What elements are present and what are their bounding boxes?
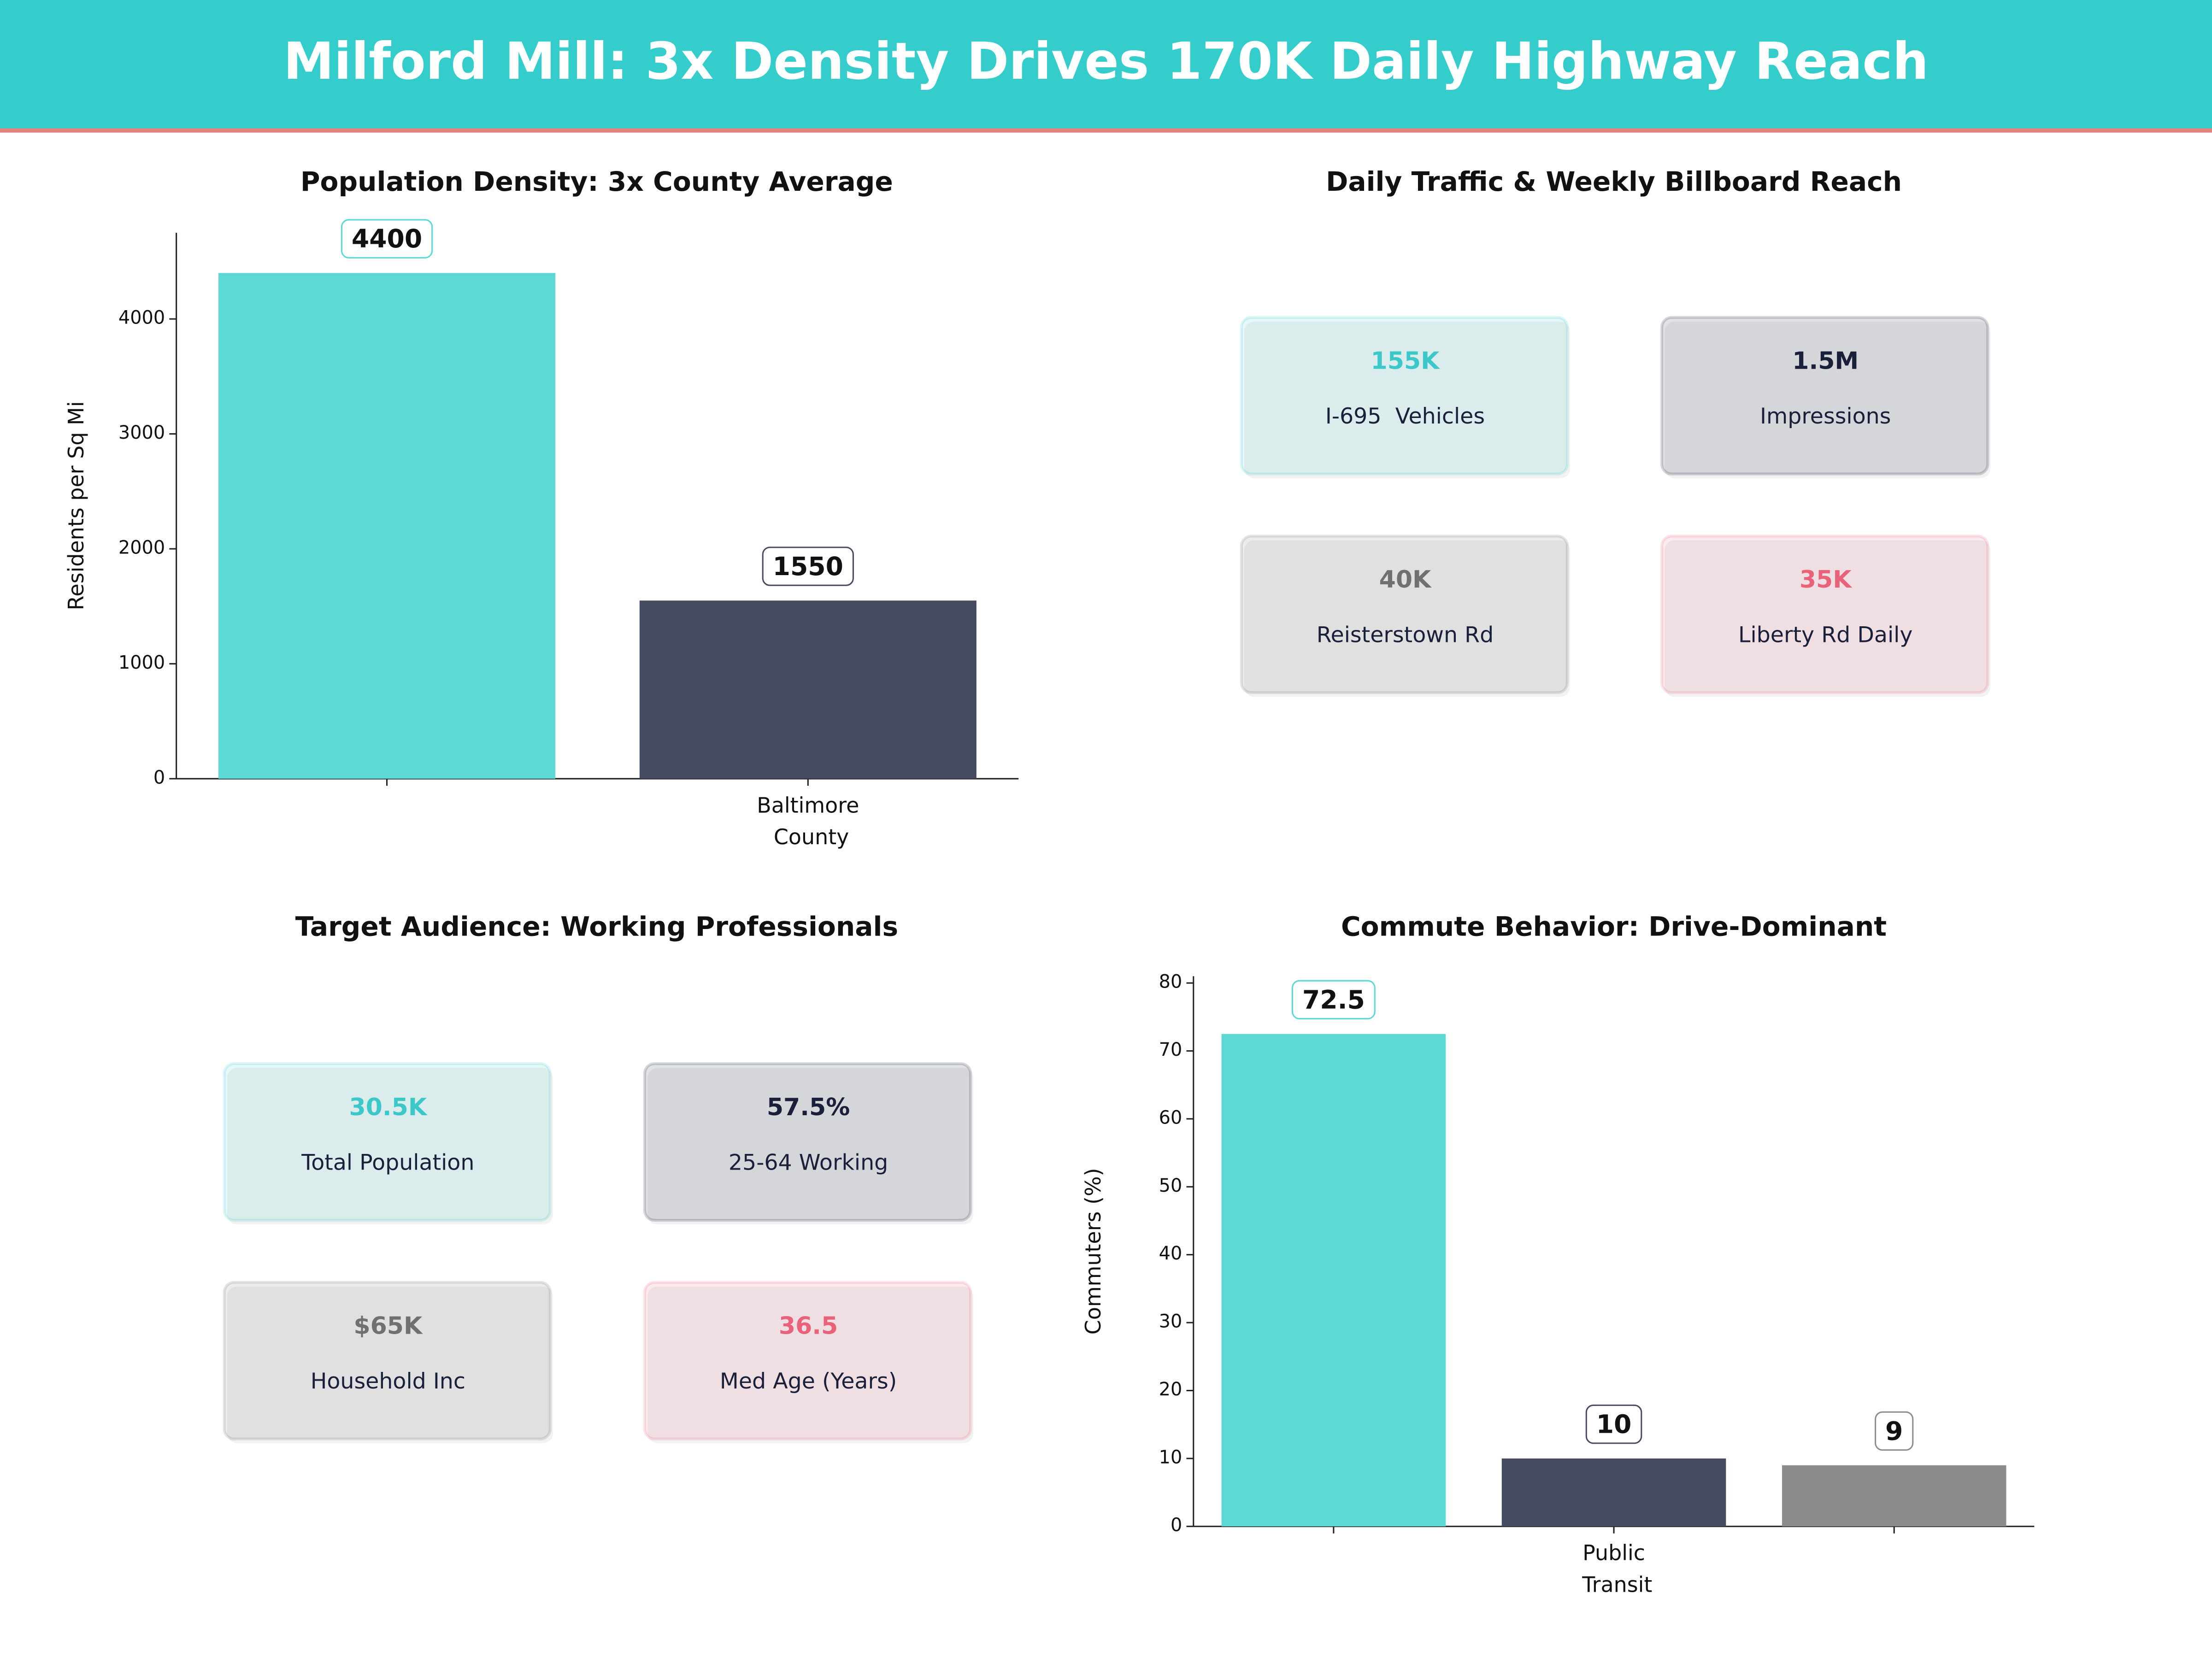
- value-label: 4400: [352, 224, 422, 253]
- value-label-box: [1875, 1411, 1914, 1451]
- value-label: 1550: [773, 552, 843, 581]
- y-tick-label: 50: [1159, 1175, 1182, 1196]
- bar: [218, 273, 556, 779]
- header-rule: [0, 128, 2212, 133]
- card-value: 1.5M: [1792, 347, 1859, 375]
- y-tick-label: 1000: [118, 652, 165, 673]
- card-label: I-695 Vehicles: [1325, 404, 1485, 429]
- y-tick-label: 2000: [118, 537, 165, 558]
- card-label: 25-64 Working: [729, 1150, 888, 1176]
- y-tick-label: 0: [1171, 1515, 1182, 1536]
- y-tick-label: 4000: [118, 307, 165, 329]
- card: [647, 1286, 974, 1443]
- y-tick-label: 20: [1159, 1379, 1182, 1400]
- card-value: 57.5%: [767, 1094, 850, 1121]
- card: [643, 1062, 972, 1222]
- y-tick-label: 70: [1159, 1039, 1182, 1060]
- card: [1660, 535, 1989, 694]
- bar: [1782, 1465, 2006, 1527]
- card-label: Impressions: [1760, 404, 1891, 429]
- card-value: 35K: [1800, 566, 1852, 594]
- card: [1244, 540, 1571, 697]
- header-bar: [0, 0, 2212, 129]
- y-tick-label: 80: [1159, 971, 1182, 993]
- value-label: 9: [1885, 1416, 1903, 1446]
- value-label-group: 72.5: [1291, 980, 1376, 1020]
- card: [1244, 321, 1571, 478]
- value-label-box: [1585, 1404, 1642, 1444]
- x-tick-label: Public Transit: [1576, 1541, 1653, 1597]
- card-label: Liberty Rd Daily: [1738, 623, 1912, 648]
- value-label-group: 1550: [762, 547, 854, 586]
- chart-title: Population Density: 3x County Average: [300, 166, 893, 197]
- card-value: 155K: [1371, 347, 1441, 375]
- card: [643, 1281, 972, 1441]
- value-label: 10: [1596, 1410, 1632, 1439]
- card-value: 30.5K: [349, 1094, 427, 1121]
- card: [227, 1286, 553, 1443]
- card: [223, 1062, 552, 1222]
- y-tick-label: 40: [1159, 1243, 1182, 1264]
- bar: [639, 600, 977, 779]
- y-tick-label: 3000: [118, 422, 165, 443]
- card: [1660, 316, 1989, 476]
- card: [227, 1068, 553, 1225]
- value-label: 72.5: [1302, 985, 1365, 1014]
- card: [1665, 540, 1991, 697]
- y-tick-label: 0: [153, 767, 165, 788]
- panel-title: Target Audience: Working Professionals: [295, 911, 898, 942]
- chart-title: Commute Behavior: Drive-Dominant: [1341, 911, 1887, 942]
- card: [1665, 321, 1991, 478]
- bar: [1221, 1034, 1446, 1527]
- card-value: $65K: [353, 1312, 423, 1340]
- card-label: Total Population: [301, 1150, 474, 1176]
- value-label-box: [1291, 980, 1376, 1020]
- value-label-group: 4400: [341, 219, 433, 259]
- card-value: 40K: [1379, 566, 1432, 594]
- page-title: Milford Mill: 3x Density Drives 170K Dai…: [283, 32, 1929, 91]
- y-axis-label: Residents per Sq Mi: [64, 401, 88, 611]
- card: [223, 1281, 552, 1441]
- value-label-box: [762, 547, 854, 586]
- card: [647, 1068, 974, 1225]
- value-label-group: 9: [1875, 1411, 1914, 1451]
- card: [1240, 535, 1569, 694]
- card-label: Med Age (Years): [720, 1369, 897, 1394]
- value-label-group: 10: [1585, 1404, 1642, 1444]
- x-tick-label: Baltimore County: [757, 793, 859, 849]
- y-tick-label: 10: [1159, 1447, 1182, 1468]
- card: [1240, 316, 1569, 476]
- y-tick-label: 30: [1159, 1311, 1182, 1332]
- card-value: 36.5: [779, 1312, 838, 1340]
- panel-title: Daily Traffic & Weekly Billboard Reach: [1326, 166, 1902, 197]
- card-label: Reisterstown Rd: [1317, 623, 1494, 648]
- value-label-box: [341, 219, 433, 259]
- y-axis-label: Commuters (%): [1081, 1168, 1106, 1335]
- y-tick-label: 60: [1159, 1107, 1182, 1128]
- bar: [1501, 1458, 1726, 1527]
- card-label: Household Inc: [311, 1369, 465, 1394]
